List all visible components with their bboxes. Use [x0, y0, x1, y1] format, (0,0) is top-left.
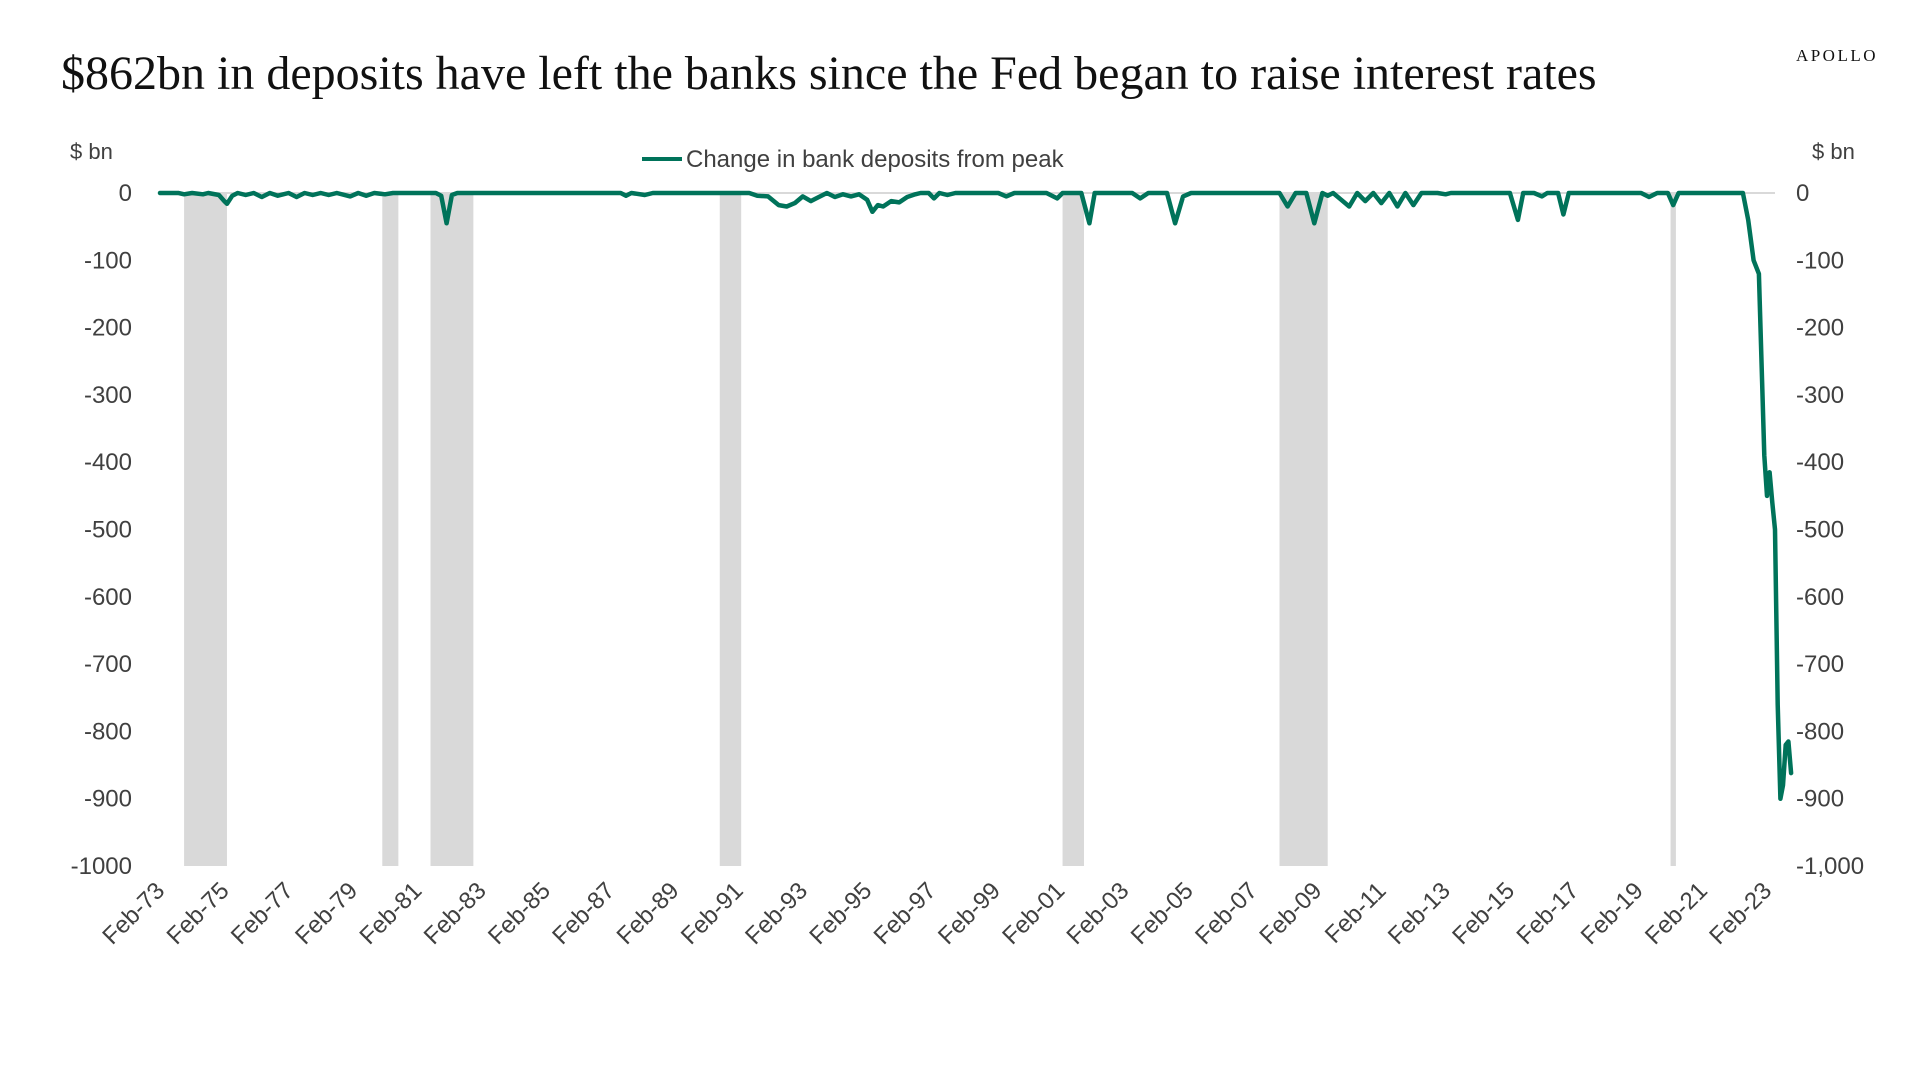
y-tick-label-right: -300	[1796, 382, 1844, 409]
x-tick-label: Feb-95	[804, 877, 877, 950]
y-tick-label-left: -800	[84, 718, 132, 745]
legend-label: Change in bank deposits from peak	[686, 146, 1065, 173]
y-tick-label-right: -100	[1796, 247, 1844, 274]
x-tick-label: Feb-19	[1576, 877, 1649, 950]
brand-logo: APOLLO	[1795, 46, 1878, 65]
y-tick-label-left: -500	[84, 517, 132, 544]
x-tick-label: Feb-97	[869, 877, 942, 950]
x-tick-label: Feb-93	[740, 877, 813, 950]
x-tick-label: Feb-05	[1126, 877, 1199, 950]
x-tick-label: Feb-89	[612, 877, 685, 950]
y-tick-label-left: -100	[84, 247, 132, 274]
y-tick-label-left: -900	[84, 786, 132, 813]
x-tick-label: Feb-87	[547, 877, 620, 950]
x-tick-label: Feb-23	[1704, 877, 1777, 950]
recession-band	[1062, 193, 1085, 866]
x-tick-label: Feb-13	[1383, 877, 1456, 950]
y-tick-label-left: -400	[84, 449, 132, 476]
recession-band	[1670, 193, 1676, 866]
recession-band	[382, 193, 399, 866]
x-tick-label: Feb-75	[162, 877, 235, 950]
legend: Change in bank deposits from peak	[642, 146, 1065, 173]
y-tick-label-left: -300	[84, 382, 132, 409]
y-tick-label-right: -800	[1796, 718, 1844, 745]
x-tick-label: Feb-99	[933, 877, 1006, 950]
x-tick-label: Feb-03	[1062, 877, 1135, 950]
x-tick-label: Feb-81	[354, 877, 427, 950]
x-tick-label: Feb-73	[97, 877, 170, 950]
y-tick-label-right: -200	[1796, 315, 1844, 342]
x-tick-label: Feb-91	[676, 877, 749, 950]
recession-band	[1279, 193, 1328, 866]
x-tick-label: Feb-79	[290, 877, 363, 950]
left-y-axis-label: $ bn	[70, 139, 113, 164]
recession-band	[184, 193, 227, 866]
recession-band	[430, 193, 474, 866]
y-tick-label-left: -1000	[71, 853, 132, 880]
y-tick-label-left: -700	[84, 651, 132, 678]
y-tick-label-left: 0	[119, 180, 132, 207]
y-tick-label-right: 0	[1796, 180, 1809, 207]
x-tick-label: Feb-21	[1640, 877, 1713, 950]
x-tick-label: Feb-07	[1190, 877, 1263, 950]
y-tick-label-right: -600	[1796, 584, 1844, 611]
y-tick-label-left: -600	[84, 584, 132, 611]
x-tick-label: Feb-01	[997, 877, 1070, 950]
y-tick-label-left: -200	[84, 315, 132, 342]
recession-band	[719, 193, 742, 866]
x-axis: Feb-73Feb-75Feb-77Feb-79Feb-81Feb-83Feb-…	[97, 877, 1777, 950]
chart-title: $862bn in deposits have left the banks s…	[61, 47, 1597, 100]
x-tick-label: Feb-09	[1254, 877, 1327, 950]
x-tick-label: Feb-11	[1320, 877, 1392, 949]
x-tick-label: Feb-15	[1447, 877, 1520, 950]
right-y-axis-label: $ bn	[1812, 139, 1855, 164]
recession-shading-layer	[184, 193, 1676, 866]
y-tick-label-right: -500	[1796, 517, 1844, 544]
y-tick-label-right: -1,000	[1796, 853, 1864, 880]
y-tick-label-right: -900	[1796, 786, 1844, 813]
series-line-deposits	[157, 190, 1794, 801]
left-y-axis: 0 -100 -200 -300 -400 -500 -600 -700 -800 -900 -10…	[71, 180, 132, 880]
x-tick-label: Feb-77	[226, 877, 299, 950]
y-tick-label-right: -700	[1796, 651, 1844, 678]
right-y-axis: 0 -100 -200 -300 -400 -500 -600 -700 -800 -900 -1,…	[1796, 180, 1864, 880]
y-tick-label-right: -400	[1796, 449, 1844, 476]
x-tick-label: Feb-85	[483, 877, 556, 950]
x-tick-label: Feb-17	[1512, 877, 1585, 950]
x-tick-label: Feb-83	[419, 877, 492, 950]
